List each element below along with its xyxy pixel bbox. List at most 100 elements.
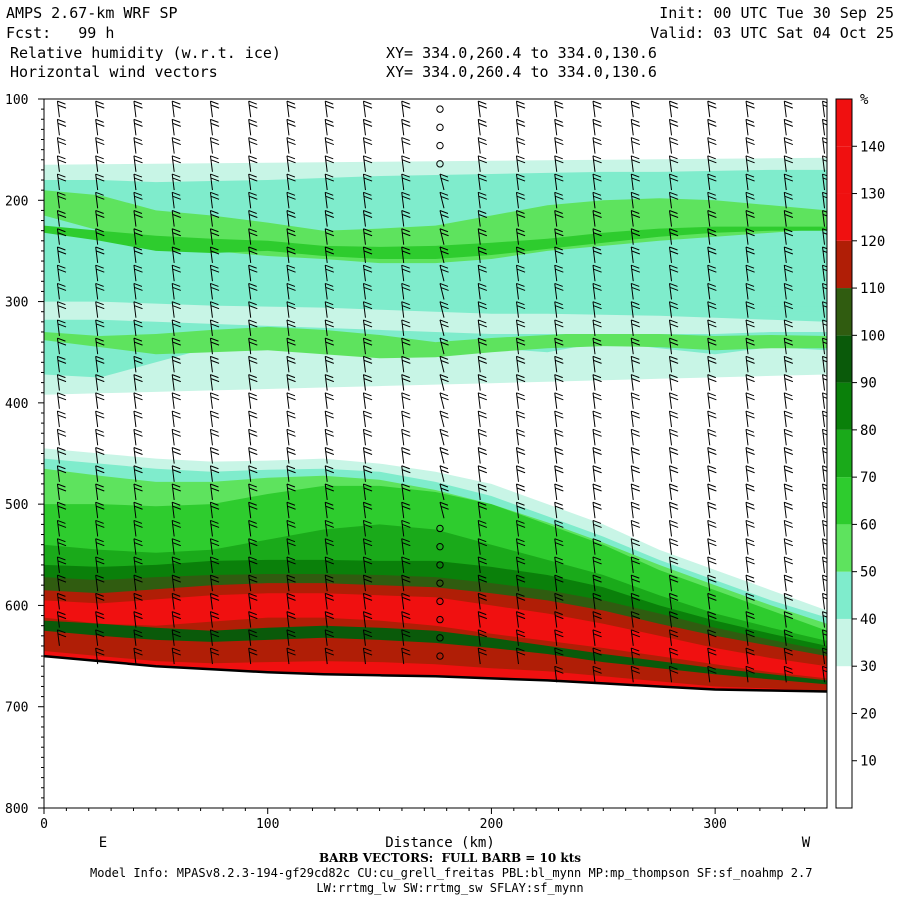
barb-staff xyxy=(324,520,328,537)
barb-flag xyxy=(96,432,105,437)
barb-staff xyxy=(592,611,596,628)
barb-flag xyxy=(402,451,411,455)
barb-staff xyxy=(209,483,213,501)
barb-staff xyxy=(133,246,137,264)
barb-flag xyxy=(631,505,641,510)
barb-staff xyxy=(133,447,137,464)
barb-flag xyxy=(669,523,679,528)
barb-staff xyxy=(95,301,99,318)
barb-flag xyxy=(631,286,641,291)
barb-flag xyxy=(631,246,640,251)
barb-flag xyxy=(95,465,104,470)
barb-flag xyxy=(669,596,679,601)
barb-flag xyxy=(286,647,296,652)
barb-staff xyxy=(707,301,711,318)
barb-flag xyxy=(96,523,105,528)
barb-flag xyxy=(516,410,525,415)
barb-flag xyxy=(631,301,640,306)
barb-staff xyxy=(286,374,290,391)
barb-flag xyxy=(478,323,488,328)
barb-flag xyxy=(440,505,449,510)
barb-flag xyxy=(669,651,679,656)
barb-flag xyxy=(631,282,640,287)
barb-flag xyxy=(478,501,487,506)
barb-staff xyxy=(362,648,366,665)
barb-flag xyxy=(363,341,373,346)
barb-staff xyxy=(669,538,673,555)
barb-staff xyxy=(822,119,826,136)
barb-flag xyxy=(95,647,104,652)
barb-flag xyxy=(210,355,219,360)
barb-staff xyxy=(630,137,634,154)
barb-flag xyxy=(669,122,679,127)
barb-flag xyxy=(669,519,678,524)
x-tick-label: 300 xyxy=(703,817,726,832)
barb-flag xyxy=(746,104,755,109)
barb-staff xyxy=(707,465,711,482)
barb-flag xyxy=(401,447,410,451)
barb-staff xyxy=(669,666,673,683)
barb-flag xyxy=(402,487,411,492)
barb-flag xyxy=(516,414,526,419)
barb-staff xyxy=(248,265,252,282)
barb-flag xyxy=(249,159,258,164)
barb-flag xyxy=(95,319,104,324)
barb-staff xyxy=(439,319,445,337)
barb-flag xyxy=(707,501,716,506)
barb-flag xyxy=(746,487,755,492)
barb-flag xyxy=(631,629,640,634)
barb-flag xyxy=(325,232,334,237)
barb-staff xyxy=(554,483,558,501)
barb-flag xyxy=(669,232,679,237)
barb-staff xyxy=(171,447,175,464)
barb-flag xyxy=(478,232,488,237)
barb-staff xyxy=(95,465,99,482)
barb-staff xyxy=(324,483,328,501)
barb-staff xyxy=(286,411,290,428)
barb-flag xyxy=(631,428,640,433)
barb-flag xyxy=(745,137,755,142)
colorbar-band xyxy=(836,429,852,478)
barb-flag xyxy=(363,615,373,620)
barb-staff xyxy=(592,265,596,282)
barb-flag xyxy=(249,141,258,146)
barb-flag xyxy=(746,560,755,565)
barb-flag xyxy=(707,173,716,178)
barb-staff xyxy=(477,192,481,209)
barb-flag xyxy=(363,305,373,310)
barb-flag xyxy=(822,268,827,272)
barb-flag xyxy=(593,214,602,218)
barb-staff xyxy=(324,319,328,336)
barb-flag xyxy=(439,264,449,269)
barb-staff xyxy=(783,648,787,665)
barb-flag xyxy=(708,451,717,455)
barb-staff xyxy=(171,210,175,227)
barb-staff xyxy=(822,447,826,464)
barb-flag xyxy=(478,264,487,269)
barb-staff xyxy=(745,556,749,573)
barb-flag xyxy=(363,250,373,255)
barb-flag xyxy=(172,432,181,437)
barb-staff xyxy=(477,155,481,172)
barb-flag xyxy=(96,396,105,401)
barb-flag xyxy=(631,615,641,620)
barb-flag xyxy=(210,611,219,616)
barb-staff xyxy=(822,155,826,172)
barb-staff xyxy=(286,301,290,318)
barb-flag xyxy=(631,228,640,233)
barb-staff xyxy=(362,301,366,318)
barb-flag xyxy=(134,615,143,620)
barb-staff xyxy=(477,538,481,555)
barb-flag xyxy=(363,542,373,547)
barb-staff xyxy=(286,210,290,227)
barb-flag xyxy=(133,155,143,160)
barb-flag xyxy=(669,301,678,306)
terrain-line xyxy=(44,654,827,693)
barb-flag xyxy=(516,159,526,164)
barb-flag xyxy=(631,137,640,142)
barb-flag xyxy=(784,447,793,451)
barb-flag xyxy=(516,268,526,273)
barb-staff xyxy=(56,246,60,264)
barb-flag xyxy=(402,432,411,437)
barb-staff xyxy=(592,374,596,391)
